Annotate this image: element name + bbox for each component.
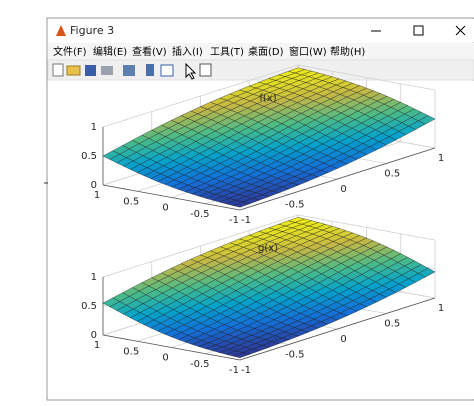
x-tick-label: -0.5 bbox=[190, 209, 210, 220]
pointer-icon[interactable] bbox=[185, 62, 197, 80]
menu-item[interactable]: 工具(T) bbox=[210, 46, 244, 58]
new-icon[interactable] bbox=[52, 63, 64, 77]
save-icon[interactable] bbox=[85, 65, 96, 76]
menu-item[interactable]: 窗口(W) bbox=[289, 45, 327, 58]
x-tick-label: 0 bbox=[162, 203, 168, 214]
menu-item[interactable]: 文件(F) bbox=[53, 45, 87, 58]
toolbar bbox=[47, 59, 474, 81]
y-tick-label: 0 bbox=[340, 334, 346, 345]
x-tick-label: 0.5 bbox=[123, 196, 139, 207]
menu-item[interactable]: 编辑(E) bbox=[93, 45, 127, 58]
axes-title: f(x) bbox=[259, 93, 276, 104]
z-tick-label: 1 bbox=[91, 122, 97, 133]
menu-group: 文件(F) 编辑(E) 查看(V) 插入(I) 工具(T) 桌面(D) 窗口(W) 帮助(H) bbox=[53, 45, 365, 58]
y-tick-label: -0.5 bbox=[285, 350, 305, 361]
x-tick-label: -1 bbox=[229, 215, 239, 226]
y-tick-label: -1 bbox=[241, 365, 251, 376]
y-tick-label: -0.5 bbox=[285, 200, 305, 211]
x-tick-label: -1 bbox=[229, 365, 239, 376]
y-tick-label: 1 bbox=[438, 153, 444, 164]
surface-patch bbox=[232, 352, 251, 358]
x-tick-label: 1 bbox=[94, 190, 100, 201]
x-tick-label: 0.5 bbox=[123, 346, 139, 357]
axis-line bbox=[239, 297, 436, 361]
app-icon bbox=[56, 25, 66, 36]
title-bar bbox=[48, 19, 474, 42]
axis-line bbox=[239, 147, 436, 211]
z-tick-label: 0 bbox=[91, 330, 97, 341]
open-icon[interactable] bbox=[66, 65, 81, 76]
y-tick-label: 0.5 bbox=[384, 169, 400, 180]
close-button[interactable] bbox=[455, 25, 466, 36]
menu-item[interactable]: 桌面(D) bbox=[248, 45, 284, 58]
axes-title: g(x) bbox=[258, 243, 278, 254]
axis-line bbox=[102, 184, 241, 211]
window-title: Figure 3 bbox=[70, 24, 114, 37]
z-tick-label: 0.5 bbox=[81, 151, 97, 162]
surface-patch bbox=[232, 201, 251, 208]
y-tick-label: 1 bbox=[438, 303, 444, 314]
y-tick-label: -1 bbox=[241, 215, 251, 226]
menu-bar bbox=[48, 43, 474, 60]
y-tick-label: 0 bbox=[340, 184, 346, 195]
z-tick-label: 0 bbox=[91, 180, 97, 191]
colorbar-icon[interactable] bbox=[146, 64, 154, 76]
menu-item[interactable]: 插入(I) bbox=[172, 45, 203, 58]
toolbar-icons bbox=[52, 62, 212, 80]
x-tick-label: 0 bbox=[162, 353, 168, 364]
z-tick-label: 0.5 bbox=[81, 301, 97, 312]
menu-item[interactable]: 查看(V) bbox=[132, 45, 167, 58]
print-icon[interactable] bbox=[101, 66, 113, 75]
y-tick-label: 0.5 bbox=[384, 319, 400, 330]
surface-axes: f(x) 0 0.5 1 1 0.5 0 -0.5 -1 -1 -0.5 0 0.5 1 bbox=[81, 64, 444, 226]
z-tick-label: 1 bbox=[91, 272, 97, 283]
property-icon[interactable] bbox=[199, 63, 212, 77]
link-icon[interactable] bbox=[123, 65, 135, 76]
x-tick-label: -0.5 bbox=[190, 359, 210, 370]
x-tick-label: 1 bbox=[94, 340, 100, 351]
maximize-button[interactable] bbox=[413, 25, 424, 36]
legend-icon[interactable] bbox=[160, 64, 174, 77]
axis-line bbox=[102, 334, 241, 361]
menu-item[interactable]: 帮助(H) bbox=[330, 45, 365, 58]
